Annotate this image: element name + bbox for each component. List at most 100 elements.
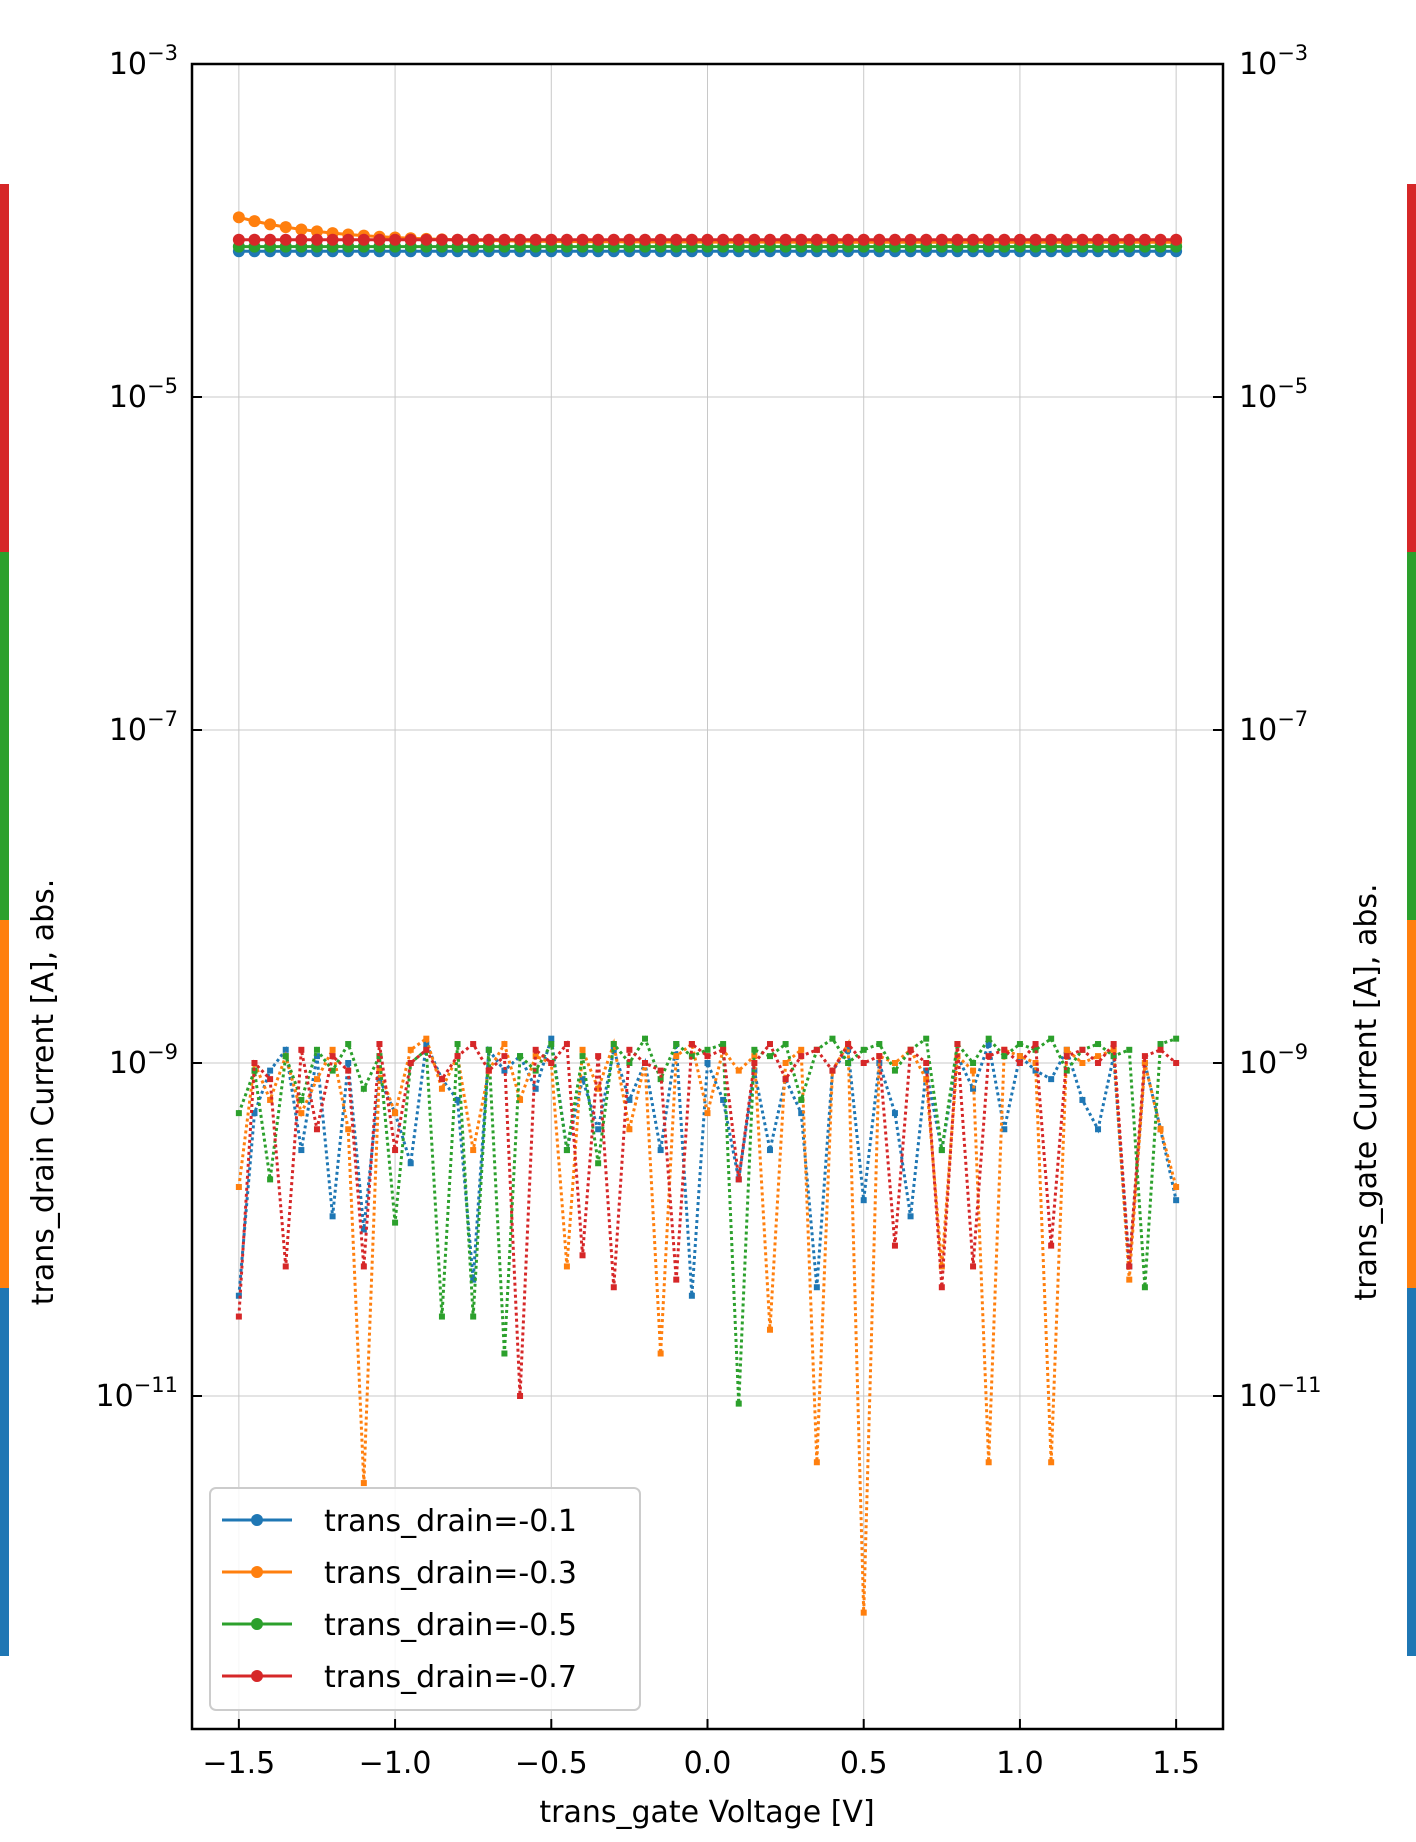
right-color-bar-segment <box>1407 920 1416 1288</box>
gate-point <box>1001 1046 1008 1053</box>
drain-point <box>1154 233 1167 246</box>
gate-point <box>1063 1053 1070 1060</box>
gate-point <box>860 1046 867 1053</box>
x-tick-label: −1.5 <box>202 1746 275 1781</box>
gate-point <box>704 1046 711 1053</box>
drain-point <box>654 233 667 246</box>
gate-point <box>970 1263 977 1270</box>
drain-point <box>451 233 464 246</box>
gate-point <box>329 1213 336 1220</box>
drain-point <box>951 233 964 246</box>
drain-point <box>779 233 792 246</box>
gate-point <box>532 1053 539 1060</box>
drain-point <box>529 233 542 246</box>
gate-point <box>423 1041 430 1048</box>
gate-point <box>735 1400 742 1407</box>
drain-point <box>748 233 761 246</box>
gate-point <box>688 1053 695 1060</box>
gate-point <box>688 1041 695 1048</box>
drain-point <box>1045 233 1058 246</box>
gate-point <box>798 1053 805 1060</box>
gate-point <box>720 1046 727 1053</box>
gate-point <box>251 1060 258 1066</box>
gate-point <box>1063 1067 1070 1074</box>
legend-marker <box>251 1618 263 1630</box>
gate-point <box>1126 1263 1133 1270</box>
gate-point <box>829 1035 836 1042</box>
drain-point <box>560 233 573 246</box>
left-color-bar-segment <box>0 552 9 920</box>
drain-point <box>623 233 636 246</box>
drain-point <box>248 215 261 228</box>
gate-point <box>626 1126 633 1133</box>
drain-point <box>1060 233 1073 246</box>
gate-point <box>673 1041 680 1048</box>
gate-point <box>345 1041 352 1048</box>
gate-point <box>1110 1041 1117 1048</box>
gate-point <box>1173 1035 1180 1042</box>
gate-point <box>376 1067 383 1074</box>
drain-point <box>1170 233 1183 246</box>
gate-point <box>501 1041 508 1048</box>
gate-point <box>751 1053 758 1060</box>
right-color-bar-segment <box>1407 184 1416 552</box>
gate-point <box>1016 1041 1023 1048</box>
gate-point <box>1095 1041 1102 1048</box>
gate-point <box>454 1053 461 1060</box>
gate-point <box>907 1213 914 1220</box>
gate-point <box>1048 1035 1055 1042</box>
gate-point <box>548 1035 555 1042</box>
gate-point <box>360 1263 367 1270</box>
gate-point <box>735 1176 742 1183</box>
gate-point <box>501 1067 508 1074</box>
drain-point <box>498 233 511 246</box>
gate-point <box>470 1313 477 1320</box>
drain-point <box>717 233 730 246</box>
gate-point <box>454 1096 461 1103</box>
drain-point <box>279 233 292 246</box>
gate-point <box>454 1041 461 1048</box>
gate-point <box>392 1110 399 1117</box>
gate-point <box>579 1252 586 1259</box>
gate-point <box>501 1350 508 1357</box>
gate-point <box>392 1219 399 1226</box>
gate-point <box>673 1276 680 1283</box>
drain-point <box>732 233 745 246</box>
drain-point <box>310 233 323 246</box>
gate-point <box>1110 1053 1117 1060</box>
gate-point <box>267 1067 274 1074</box>
gate-point <box>563 1263 570 1270</box>
legend-label: trans_drain=-0.7 <box>324 1660 577 1695</box>
gate-point <box>876 1060 883 1066</box>
gate-point <box>329 1067 336 1074</box>
gate-point <box>313 1046 320 1053</box>
gate-point <box>1095 1126 1102 1133</box>
gate-point <box>782 1060 789 1066</box>
drain-point <box>342 233 355 246</box>
legend-label: trans_drain=-0.5 <box>324 1608 577 1643</box>
gate-point <box>298 1046 305 1053</box>
gate-point <box>720 1041 727 1048</box>
gate-point <box>1048 1459 1055 1466</box>
drain-point <box>420 233 433 246</box>
drain-point <box>264 218 277 231</box>
gate-point <box>282 1046 289 1053</box>
drain-point <box>435 233 448 246</box>
gate-point <box>985 1053 992 1060</box>
drain-point <box>810 233 823 246</box>
drain-point <box>232 233 245 246</box>
drain-point <box>685 233 698 246</box>
gate-point <box>313 1053 320 1060</box>
gate-point <box>267 1076 274 1083</box>
gate-point <box>845 1041 852 1048</box>
drain-point <box>795 233 808 246</box>
gate-point <box>485 1067 492 1074</box>
gate-point <box>298 1096 305 1103</box>
x-tick-label: 1.0 <box>996 1746 1044 1781</box>
gate-point <box>579 1076 586 1083</box>
gate-point <box>907 1046 914 1053</box>
x-tick-label: 1.5 <box>1152 1746 1200 1781</box>
drain-point <box>1092 233 1105 246</box>
gate-point <box>954 1041 961 1048</box>
